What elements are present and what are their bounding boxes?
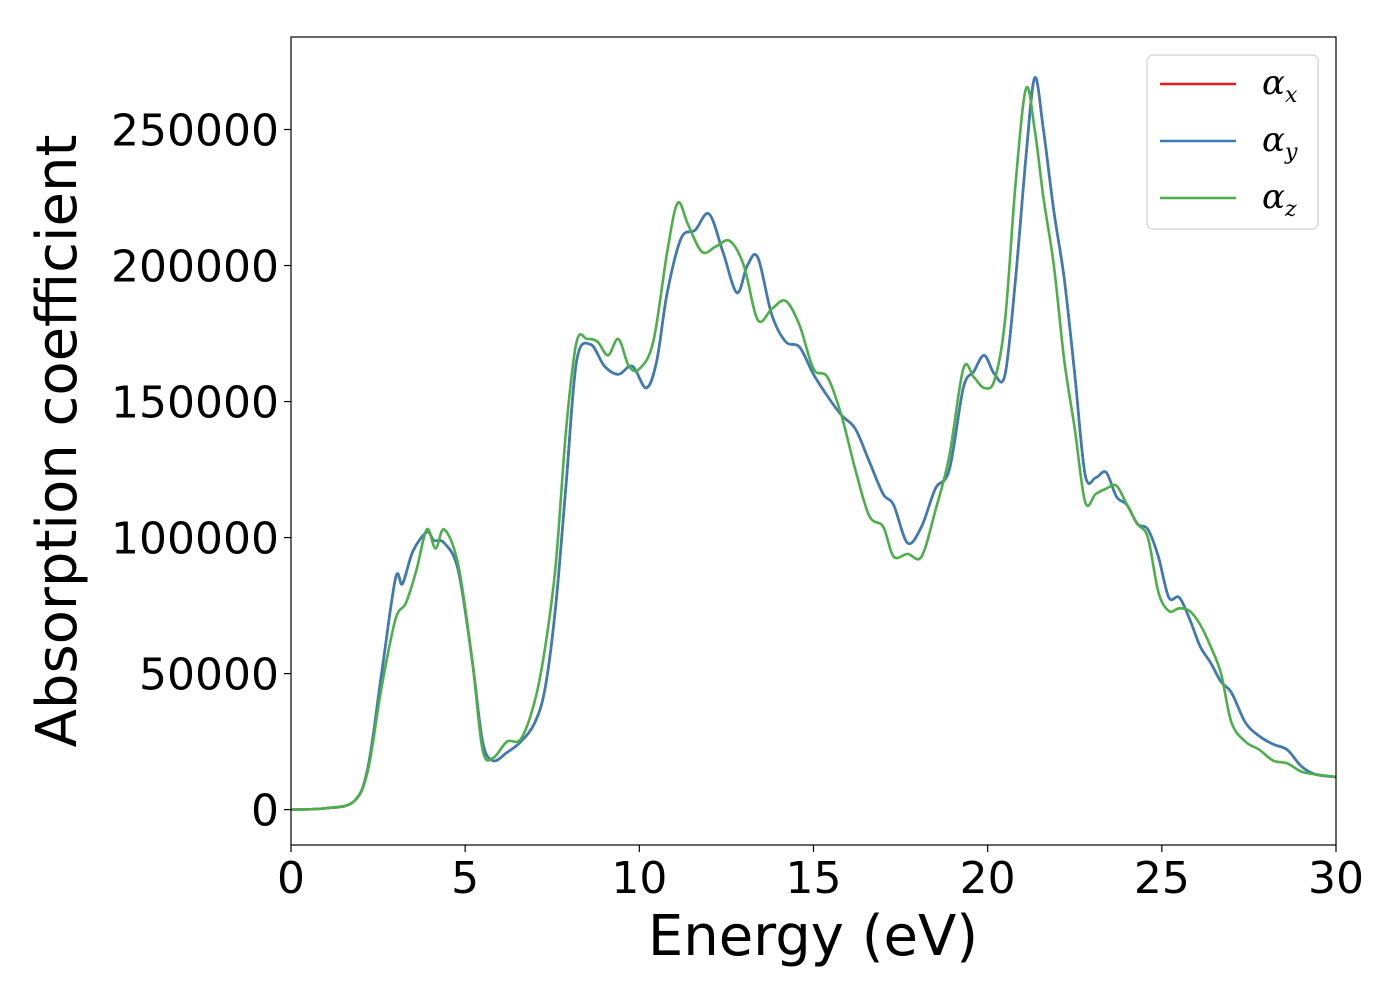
x-tick-label: 20 <box>960 853 1016 904</box>
x-tick-label: 30 <box>1308 853 1364 904</box>
y-tick-label: 200000 <box>111 242 279 293</box>
y-axis-ticks: 0 50000 100000 150000 200000 250000 <box>111 105 291 837</box>
x-tick-label: 25 <box>1134 853 1190 904</box>
x-tick-label: 15 <box>786 853 842 904</box>
legend-label: αx <box>1262 63 1298 108</box>
y-axis-title: Absorption coefficient <box>25 135 90 748</box>
y-tick-label: 250000 <box>111 105 279 156</box>
x-tick-label: 0 <box>277 853 305 904</box>
series-line-z <box>290 85 1337 811</box>
y-tick-label: 100000 <box>111 514 279 565</box>
x-axis-ticks: 0 5 10 15 20 25 30 <box>277 845 1364 904</box>
plot-frame <box>290 36 1337 846</box>
x-tick-label: 10 <box>611 853 667 904</box>
y-tick-label: 50000 <box>139 650 279 701</box>
y-tick-label: 0 <box>251 786 279 837</box>
legend-label: αy <box>1262 120 1298 165</box>
x-tick-label: 5 <box>451 853 479 904</box>
y-tick-label: 150000 <box>111 378 279 429</box>
series-layer <box>290 76 1337 811</box>
legend-label: αz <box>1262 177 1297 222</box>
legend: αx αy αz <box>1146 54 1319 230</box>
x-axis-title: Energy (eV) <box>648 904 978 969</box>
